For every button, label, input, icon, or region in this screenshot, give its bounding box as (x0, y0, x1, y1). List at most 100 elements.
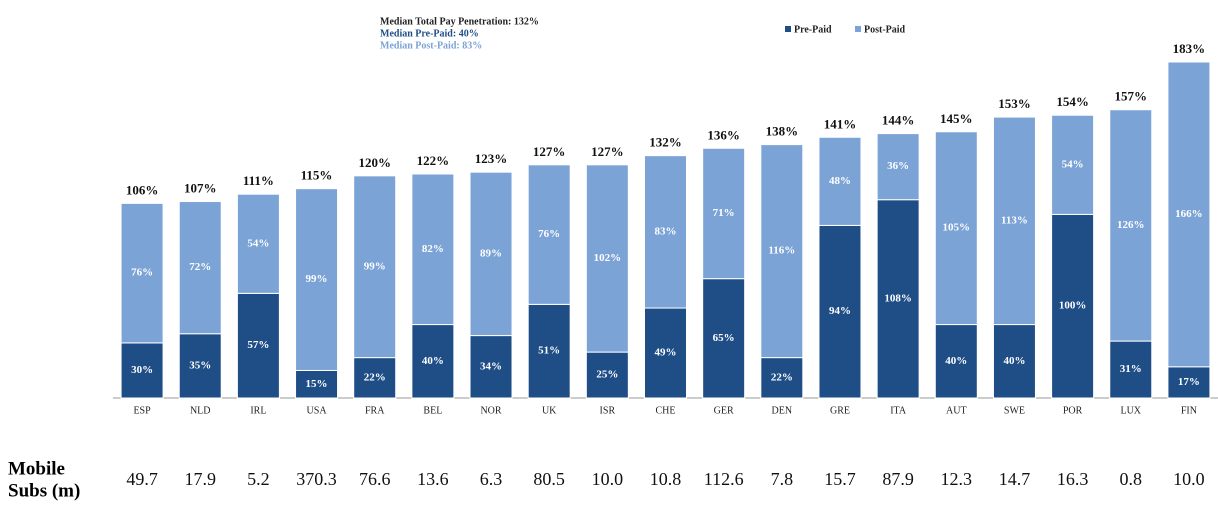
subs-value: 10.0 (592, 469, 624, 489)
data-label: 40% (945, 355, 967, 367)
bar-segment (120, 202, 164, 344)
subs-value: 17.9 (184, 469, 216, 489)
subs-value: 10.8 (650, 469, 682, 489)
total-label: 107% (184, 181, 217, 196)
data-label: 40% (1003, 355, 1025, 367)
total-label: 154% (1056, 94, 1089, 109)
legend-label: Post-Paid (864, 24, 906, 35)
subs-value: 80.5 (533, 469, 565, 489)
bar-segment (411, 324, 455, 399)
data-label: 113% (1001, 214, 1028, 226)
data-label: 54% (247, 237, 269, 249)
legend-label: Pre-Paid (794, 24, 832, 35)
data-label: 54% (1062, 158, 1084, 170)
total-label: 120% (358, 155, 391, 170)
x-tick-label: UK (542, 405, 557, 416)
subs-value: 49.7 (126, 469, 158, 489)
subs-value: 5.2 (247, 469, 270, 489)
bar-segment (1167, 61, 1211, 368)
data-label: 82% (422, 243, 444, 255)
x-tick-label: NLD (190, 405, 211, 416)
bar-segment (934, 324, 978, 399)
bar-segment (760, 144, 804, 359)
bar-segment (527, 164, 571, 305)
data-label: 99% (364, 260, 386, 272)
bar-segment (1109, 109, 1153, 342)
total-label: 111% (243, 173, 274, 188)
data-label: 126% (1117, 219, 1145, 231)
x-tick-label: FIN (1181, 405, 1197, 416)
data-label: 100% (1059, 300, 1087, 312)
data-label: 49% (655, 347, 677, 359)
bar-segment (992, 324, 1036, 399)
data-label: 116% (768, 245, 795, 257)
total-label: 157% (1115, 89, 1148, 104)
x-tick-label: IRL (250, 405, 266, 416)
annotation: Median Post-Paid: 83% (380, 40, 482, 51)
x-tick-label: USA (307, 405, 328, 416)
x-tick-label: GER (714, 405, 734, 416)
bar-segment (702, 278, 746, 399)
subs-value: 76.6 (359, 469, 391, 489)
bar-segment (236, 193, 280, 294)
bar-segment (876, 199, 920, 399)
subs-value: 87.9 (882, 469, 914, 489)
total-label: 145% (940, 111, 973, 126)
bar-segment (702, 147, 746, 280)
data-label: 83% (655, 225, 677, 237)
x-tick-label: AUT (946, 405, 967, 416)
annotation: Median Total Pay Penetration: 132% (380, 16, 539, 27)
x-tick-label: NOR (480, 405, 501, 416)
total-label: 115% (301, 168, 333, 183)
data-label: 30% (131, 364, 153, 376)
data-label: 51% (538, 345, 560, 357)
subs-value: 6.3 (480, 469, 503, 489)
data-label: 25% (596, 369, 618, 381)
subs-value: 12.3 (941, 469, 973, 489)
total-label: 123% (475, 151, 508, 166)
bar-segment (934, 131, 978, 326)
x-tick-label: LUX (1120, 405, 1141, 416)
bar-segment (295, 369, 339, 399)
data-label: 89% (480, 247, 502, 259)
total-label: 153% (998, 96, 1031, 111)
bar-segment (295, 188, 339, 371)
total-label: 183% (1173, 41, 1206, 56)
x-tick-label: CHE (656, 405, 676, 416)
subs-value: 14.7 (999, 469, 1031, 489)
x-tick-label: ESP (133, 405, 151, 416)
x-tick-label: GRE (830, 405, 850, 416)
bar-segment (585, 164, 629, 353)
data-label: 17% (1178, 376, 1200, 388)
x-tick-label: POR (1063, 405, 1083, 416)
x-tick-label: DEN (772, 405, 793, 416)
subs-value: 15.7 (824, 469, 856, 489)
data-label: 108% (884, 292, 912, 304)
legend-swatch (785, 26, 791, 32)
bar-segment (120, 342, 164, 399)
data-label: 76% (538, 228, 560, 240)
total-label: 122% (417, 153, 450, 168)
subs-value: 13.6 (417, 469, 449, 489)
x-tick-label: ISR (600, 405, 616, 416)
data-label: 105% (943, 222, 971, 234)
subs-value: 112.6 (704, 469, 744, 489)
data-label: 34% (480, 360, 502, 372)
total-label: 127% (533, 144, 566, 159)
bar-segment (178, 201, 222, 335)
total-label: 132% (649, 135, 682, 150)
x-tick-label: BEL (423, 405, 442, 416)
data-label: 48% (829, 175, 851, 187)
total-label: 138% (766, 124, 799, 139)
data-label: 22% (771, 371, 793, 383)
data-label: 166% (1175, 208, 1203, 220)
total-label: 106% (126, 182, 159, 197)
data-label: 35% (189, 359, 211, 371)
subs-value: 10.0 (1173, 469, 1205, 489)
bar-segment (411, 173, 455, 326)
data-label: 65% (713, 332, 735, 344)
total-label: 141% (824, 116, 857, 131)
bar-segment (353, 175, 397, 359)
data-label: 15% (306, 378, 328, 390)
